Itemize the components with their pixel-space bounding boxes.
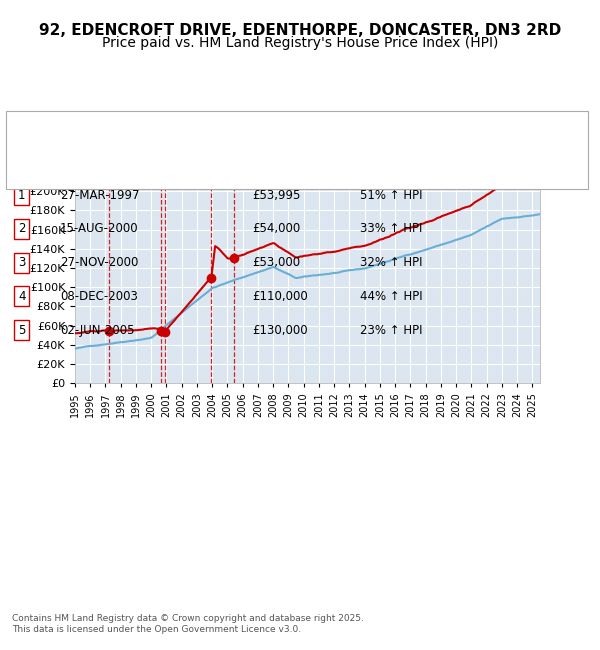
Text: 44% ↑ HPI: 44% ↑ HPI [360, 290, 422, 303]
Text: 3: 3 [18, 256, 25, 269]
Text: 5: 5 [230, 153, 238, 166]
Text: 32% ↑ HPI: 32% ↑ HPI [360, 256, 422, 269]
Text: 5: 5 [18, 324, 25, 337]
Text: 1: 1 [105, 153, 113, 166]
Text: 02-JUN-2005: 02-JUN-2005 [60, 324, 134, 337]
Text: 92, EDENCROFT DRIVE, EDENTHORPE, DONCASTER, DN3 2RD (semi-detached house): 92, EDENCROFT DRIVE, EDENTHORPE, DONCAST… [60, 115, 505, 125]
Text: £130,000: £130,000 [252, 324, 308, 337]
Text: 08-DEC-2003: 08-DEC-2003 [60, 290, 138, 303]
Text: Contains HM Land Registry data © Crown copyright and database right 2025.
This d: Contains HM Land Registry data © Crown c… [12, 614, 364, 634]
Text: HPI: Average price, semi-detached house, Doncaster: HPI: Average price, semi-detached house,… [60, 133, 335, 144]
Text: 23% ↑ HPI: 23% ↑ HPI [360, 324, 422, 337]
Text: ——: —— [24, 111, 57, 129]
Text: 4: 4 [208, 153, 215, 166]
Text: £110,000: £110,000 [252, 290, 308, 303]
Text: 33% ↑ HPI: 33% ↑ HPI [360, 222, 422, 235]
Text: £54,000: £54,000 [252, 222, 300, 235]
Text: £53,995: £53,995 [252, 188, 301, 202]
Text: 4: 4 [18, 290, 25, 303]
Text: 51% ↑ HPI: 51% ↑ HPI [360, 188, 422, 202]
Text: 2: 2 [18, 222, 25, 235]
Text: 1: 1 [18, 188, 25, 202]
Text: £53,000: £53,000 [252, 256, 300, 269]
Text: Price paid vs. HM Land Registry's House Price Index (HPI): Price paid vs. HM Land Registry's House … [102, 36, 498, 50]
Text: 92, EDENCROFT DRIVE, EDENTHORPE, DONCASTER, DN3 2RD: 92, EDENCROFT DRIVE, EDENTHORPE, DONCAST… [39, 23, 561, 38]
Text: 15-AUG-2000: 15-AUG-2000 [60, 222, 139, 235]
Text: 27-MAR-1997: 27-MAR-1997 [60, 188, 139, 202]
Text: 3: 3 [161, 153, 169, 166]
Text: 27-NOV-2000: 27-NOV-2000 [60, 256, 139, 269]
Text: ——: —— [24, 129, 57, 148]
